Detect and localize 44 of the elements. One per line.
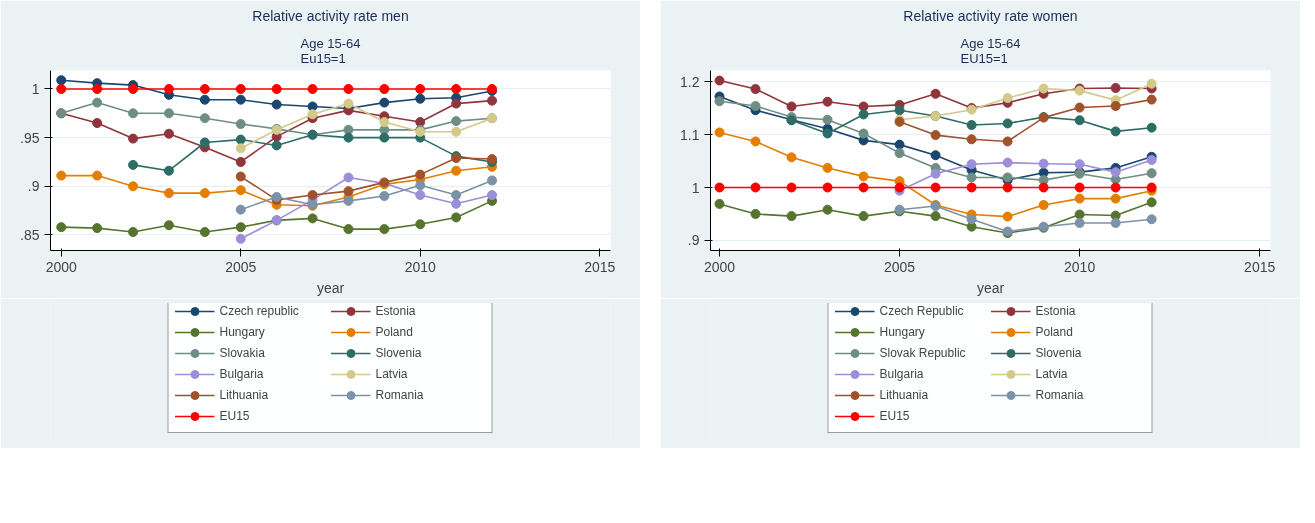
legend-label: Slovak Republic	[879, 346, 967, 360]
legend-label: Poland	[375, 325, 414, 339]
x-tick-label: 2010	[404, 258, 437, 275]
x-axis-title: year	[316, 279, 345, 296]
chart-title: Relative activity rate men	[252, 7, 409, 24]
x-tick-label: 2005	[225, 258, 257, 275]
legend-label: EU15	[219, 409, 251, 423]
legend-label: Lithuania	[219, 388, 270, 402]
y-tick-label: .85	[20, 226, 40, 243]
y-tick-label: 1	[31, 80, 40, 97]
x-tick-label: 2015	[584, 258, 616, 275]
y-tick-label: .9	[687, 232, 700, 249]
legend-label: Hungary	[879, 325, 926, 339]
legend-label: Lithuania	[879, 388, 930, 402]
y-tick-label: 1.2	[680, 73, 700, 90]
legend-label: Poland	[1035, 325, 1074, 339]
legend-label: Slovenia	[375, 346, 423, 360]
y-tick-label: 1.1	[680, 126, 700, 143]
legend-label: Czech republic	[219, 304, 300, 318]
legend-label: Latvia	[375, 367, 409, 381]
legend-label: Bulgaria	[879, 367, 925, 381]
x-tick-label: 2000	[45, 258, 78, 275]
y-tick-label: .9	[27, 178, 40, 195]
x-axis-title: year	[976, 279, 1005, 296]
legend-label: Latvia	[1035, 367, 1069, 381]
legend-label: Estonia	[375, 304, 417, 318]
chart-subtitle: Age 15-64 Eu15=1	[300, 35, 361, 66]
legend-label: Slovenia	[1035, 346, 1083, 360]
legend-label: Slovakia	[219, 346, 266, 360]
legend-label: Czech Republic	[879, 304, 965, 318]
chart-subtitle: Age 15-64 EU15=1	[960, 35, 1021, 66]
x-tick-label: 2010	[1064, 258, 1096, 275]
legend-label: EU15	[879, 409, 911, 423]
y-tick-label: .95	[20, 129, 40, 146]
legend-label: Estonia	[1035, 304, 1077, 318]
chart-title: Relative activity rate women	[903, 7, 1078, 24]
y-tick-label: 1	[691, 179, 700, 196]
legend-label: Hungary	[219, 325, 266, 339]
legend-label: Romania	[375, 388, 425, 402]
legend-label: Bulgaria	[219, 367, 265, 381]
legend-label: Romania	[1035, 388, 1085, 402]
x-tick-label: 2000	[703, 258, 736, 275]
x-tick-label: 2015	[1244, 258, 1276, 275]
x-tick-label: 2005	[884, 258, 916, 275]
